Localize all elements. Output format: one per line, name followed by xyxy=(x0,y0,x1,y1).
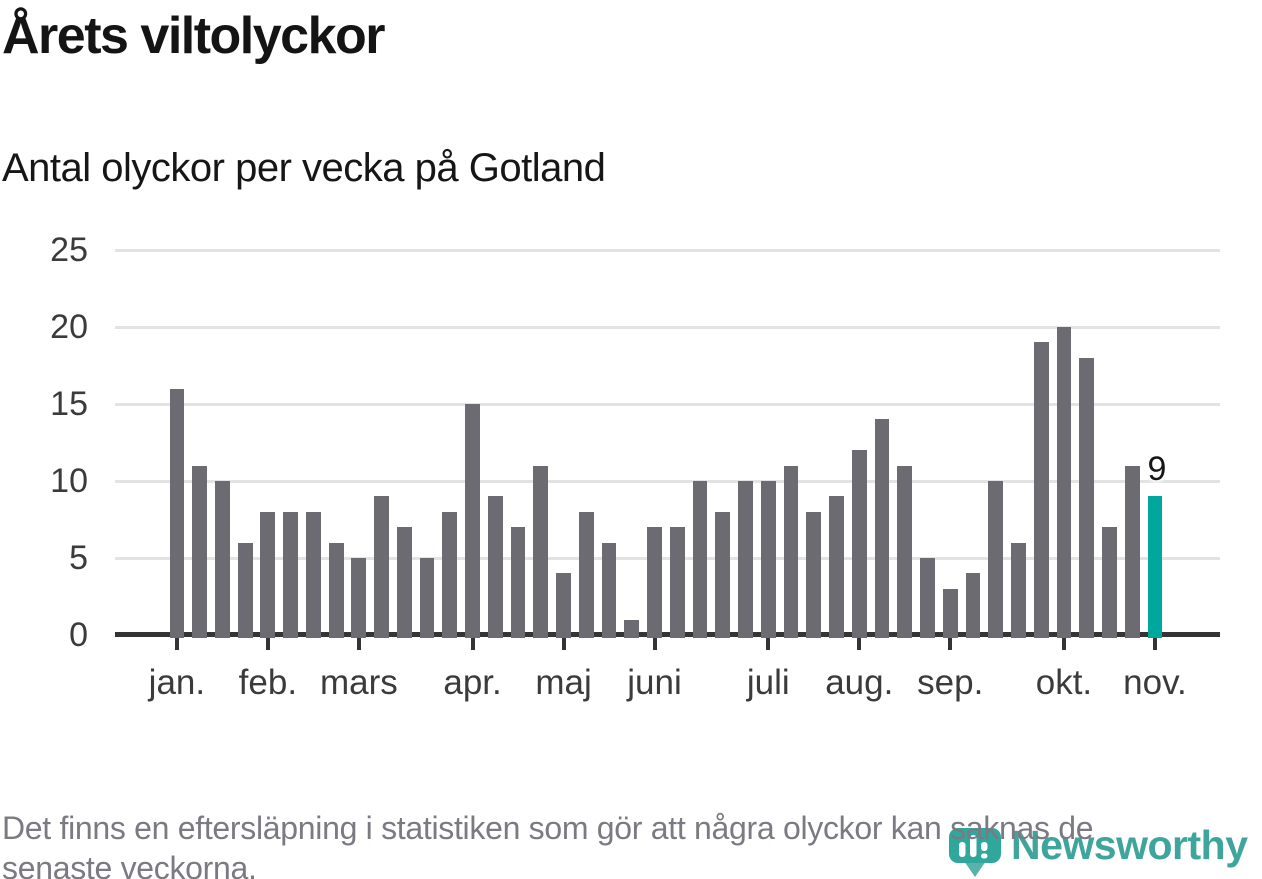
x-tick-juni xyxy=(652,637,657,650)
bar-week-17 xyxy=(533,465,549,638)
y-gridline-25 xyxy=(115,248,1220,252)
bar-week-23 xyxy=(669,527,685,638)
y-axis-label-20: 20 xyxy=(50,308,88,346)
y-axis-label-25: 25 xyxy=(50,231,88,269)
bar-week-39 xyxy=(1033,342,1049,638)
bar-week-25 xyxy=(715,511,731,638)
x-axis-label-juni: juni xyxy=(627,663,682,702)
bar-week-18 xyxy=(556,573,571,638)
bar-week-34 xyxy=(920,558,935,638)
bar-week-28 xyxy=(783,465,799,638)
bar-week-42 xyxy=(1102,527,1117,638)
bar-week-3 xyxy=(214,481,230,638)
x-tick-juli xyxy=(766,637,771,650)
footer-note-line2: senaste veckorna. xyxy=(2,850,257,879)
y-axis-label-0: 0 xyxy=(69,616,88,654)
x-tick-nov xyxy=(1152,637,1157,650)
bar-week-2 xyxy=(192,465,208,638)
bar-week-15 xyxy=(487,496,503,638)
y-gridline-5 xyxy=(115,556,1220,560)
bar-week-12 xyxy=(419,558,435,638)
bar-week-24 xyxy=(692,481,708,638)
bar-week-22 xyxy=(647,527,662,638)
highlight-bar-week-44 xyxy=(1147,496,1163,638)
y-gridline-20 xyxy=(115,325,1220,329)
bar-week-21 xyxy=(624,619,640,638)
bar-week-30 xyxy=(829,496,844,638)
bar-week-36 xyxy=(965,573,981,638)
bar-week-13 xyxy=(442,511,458,638)
bar-week-4 xyxy=(237,542,253,638)
bar-week-37 xyxy=(988,481,1004,638)
bar-week-7 xyxy=(305,511,321,638)
bar-week-38 xyxy=(1011,542,1026,638)
bar-week-14 xyxy=(465,404,480,638)
bar-week-41 xyxy=(1079,357,1095,638)
bar-week-32 xyxy=(874,419,890,638)
x-tick-apr xyxy=(470,637,475,650)
x-axis-label-juli: juli xyxy=(746,663,790,702)
footer-note-line1: Det finns en eftersläpning i statistiken… xyxy=(2,810,1094,846)
y-gridline-15 xyxy=(115,402,1220,406)
x-tick-sep xyxy=(948,637,953,650)
bar-week-40 xyxy=(1056,327,1072,638)
bar-week-6 xyxy=(283,511,299,638)
bar-week-8 xyxy=(328,542,344,638)
bar-week-27 xyxy=(760,481,776,638)
x-axis-label-mars: mars xyxy=(319,663,398,702)
x-axis-label-okt: okt. xyxy=(1035,663,1093,702)
chart-title: Årets viltolyckor xyxy=(2,7,386,65)
bar-week-33 xyxy=(897,465,913,638)
y-axis-label-10: 10 xyxy=(50,462,88,500)
x-axis-label-apr: apr. xyxy=(443,663,502,702)
newsworthy-logo: Newsworthy xyxy=(948,822,1248,879)
bar-week-5 xyxy=(260,511,276,638)
bar-week-16 xyxy=(510,527,526,638)
bar-week-9 xyxy=(351,558,367,638)
bar-week-10 xyxy=(374,496,389,638)
x-tick-maj xyxy=(561,637,566,650)
newsworthy-pin-barchart-icon xyxy=(949,828,1001,877)
x-axis-line xyxy=(115,632,1220,637)
bar-week-31 xyxy=(851,450,867,638)
y-axis-label-5: 5 xyxy=(69,539,88,577)
x-tick-feb xyxy=(265,637,270,650)
bar-week-1 xyxy=(169,388,185,638)
x-tick-mars xyxy=(356,637,361,650)
bar-week-19 xyxy=(578,511,594,638)
highlight-value-label: 9 xyxy=(1147,450,1167,488)
x-axis-label-sep: sep. xyxy=(917,663,984,702)
x-axis-label-aug: aug. xyxy=(825,663,894,702)
bar-week-29 xyxy=(806,511,822,638)
x-tick-aug xyxy=(857,637,862,650)
x-axis-label-maj: maj xyxy=(535,663,592,702)
chart-subtitle: Antal olyckor per vecka på Gotland xyxy=(2,146,606,190)
y-axis-label-15: 15 xyxy=(50,385,88,423)
x-axis-label-nov: nov. xyxy=(1123,663,1187,702)
x-axis-label-jan: jan. xyxy=(148,663,206,702)
newsworthy-wordmark: Newsworthy xyxy=(1011,822,1248,868)
x-axis-label-feb: feb. xyxy=(238,663,298,702)
footer-note: Det finns en eftersläpning i statistiken… xyxy=(2,808,1094,879)
bar-week-26 xyxy=(738,481,753,638)
bar-week-43 xyxy=(1124,465,1140,638)
x-tick-okt xyxy=(1061,637,1066,650)
bar-week-35 xyxy=(942,588,958,638)
bar-week-20 xyxy=(601,542,617,638)
y-gridline-10 xyxy=(115,479,1220,483)
x-tick-jan xyxy=(174,637,179,650)
bar-week-11 xyxy=(396,527,412,638)
